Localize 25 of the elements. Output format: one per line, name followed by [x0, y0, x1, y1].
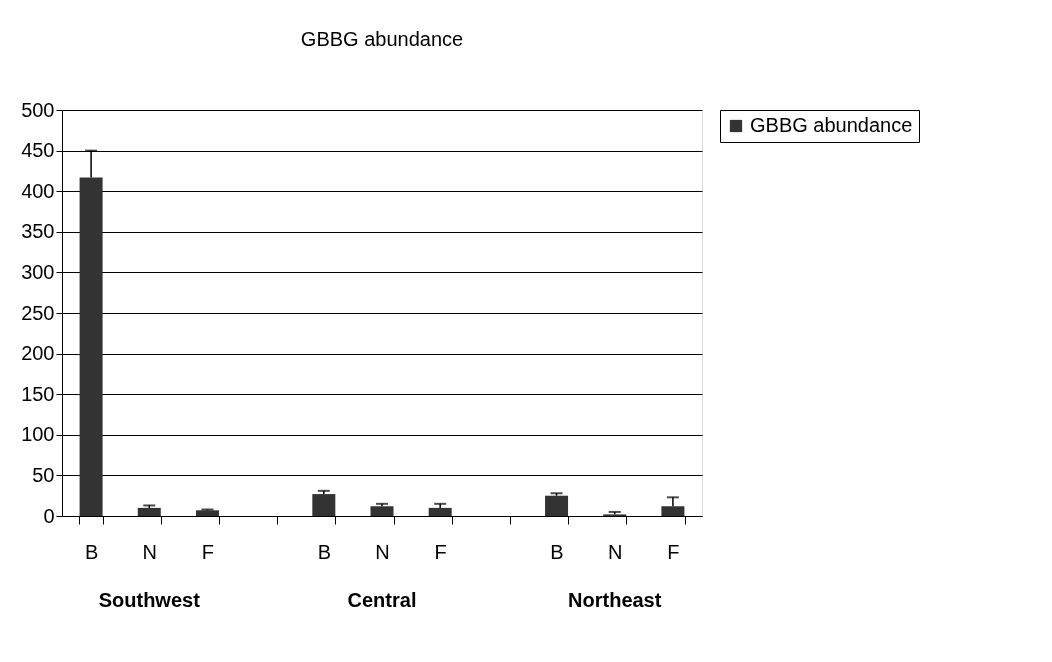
x-tick-label: F: [667, 540, 680, 563]
y-tick-label: 50: [32, 463, 55, 486]
y-tick-label: 200: [21, 342, 55, 365]
y-tick-label: 400: [21, 179, 55, 202]
x-tick-label: N: [142, 540, 157, 563]
text: Northeast: [568, 589, 662, 611]
y-tick-label: 350: [21, 220, 55, 243]
y-tick-label: 100: [21, 423, 55, 446]
chart-title: GBBG abundance: [300, 28, 464, 50]
legend-label: GBBG abundance: [750, 114, 913, 136]
x-tick-label: N: [375, 540, 390, 563]
y-tick-label: 450: [21, 139, 55, 162]
y-tick-label: 250: [21, 301, 55, 324]
x-tick-label: B: [317, 540, 331, 563]
x-tick-label: N: [608, 540, 623, 563]
y-tick-label: 150: [21, 382, 55, 405]
x-tick-label: F: [434, 540, 447, 563]
x-tick-label: F: [201, 540, 215, 563]
text: Southwest: [98, 589, 201, 611]
y-tick-label: 300: [21, 260, 55, 283]
x-tick-label: B: [550, 540, 564, 563]
y-tick-label: 0: [43, 504, 55, 527]
x-tick-label: B: [84, 540, 99, 563]
text: Central: [347, 589, 417, 611]
y-tick-label: 500: [21, 98, 55, 121]
